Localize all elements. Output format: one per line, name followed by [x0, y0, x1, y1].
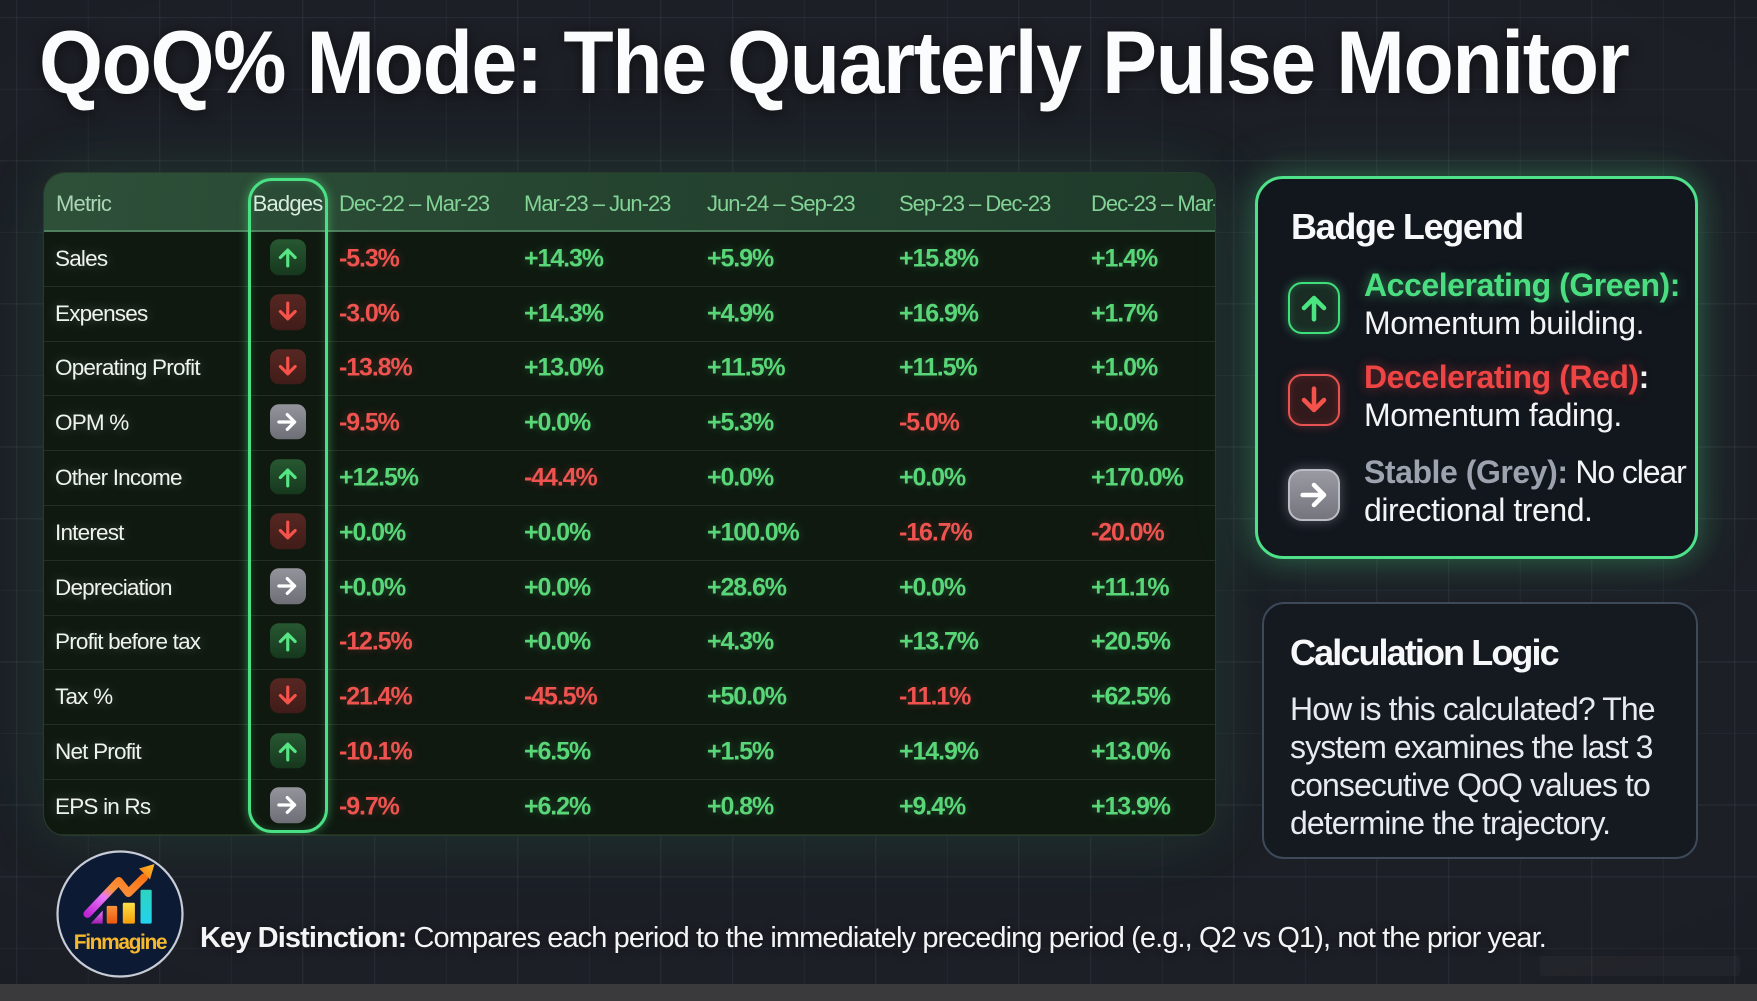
svg-text:Finmagine: Finmagine — [74, 931, 167, 954]
